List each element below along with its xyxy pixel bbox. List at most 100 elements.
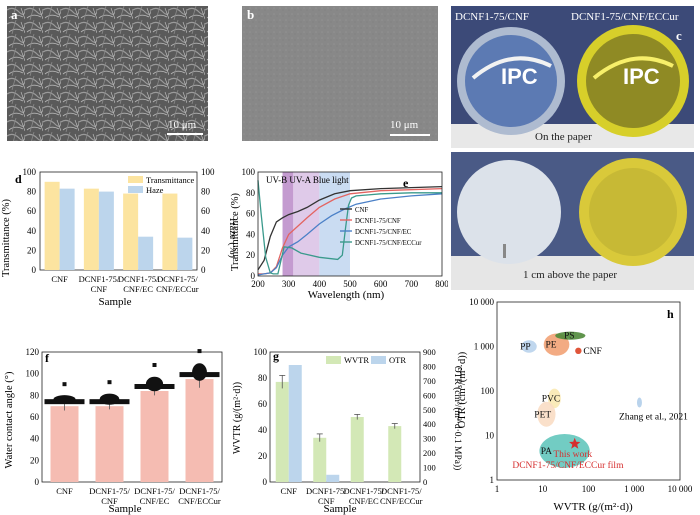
chart-e-band-uv-b: [282, 172, 294, 276]
logo-text-right: IPC: [623, 64, 660, 89]
chart-d-xtick-label: CNF: [51, 274, 68, 284]
chart-e-band-labels: UV-B UV-A Blue light: [266, 175, 349, 185]
caption-above-paper: 1 cm above the paper: [523, 269, 618, 281]
chart-g-ytick: 40: [258, 425, 268, 435]
chart-d-y2tick: 20: [201, 245, 211, 255]
chart-g-y2tick: 100: [423, 463, 436, 473]
chart-d-ytick: 100: [23, 167, 37, 177]
chart-d-bar-haze: [138, 236, 154, 270]
chart-h-xtick: 10 000: [668, 484, 693, 494]
panel-letter-b: b: [247, 7, 255, 22]
chart-d-bar-haze: [177, 237, 193, 270]
chart-g-y2tick: 800: [423, 361, 436, 371]
chart-g-bar-otr: [288, 365, 302, 482]
chart-f-bar: [185, 379, 214, 482]
chart-h-xtick: 1 000: [624, 484, 645, 494]
chart-g-plot-frame: [269, 351, 421, 483]
chart-h-film-label: DCNF1-75/CNF/ECCur film: [512, 460, 624, 471]
sem-image-b: b 10 μm: [242, 6, 438, 141]
chart-g-legend-otr: OTR: [389, 355, 406, 365]
chart-e-xtick: 200: [251, 279, 265, 289]
chart-e-legend-label: DCNF1-75/CNF/EC: [355, 229, 412, 236]
chart-d-xtick-label: DCNF1-75/: [79, 274, 120, 284]
logo-text-left: IPC: [501, 64, 538, 89]
chart-e-plot-frame: [257, 171, 443, 277]
chart-e-band-blue-light: [319, 172, 350, 276]
chart-d-xtick-label: CNF/ECCur: [156, 284, 199, 294]
chart-e-xlabel: Wavelength (nm): [308, 289, 385, 301]
chart-d-ytick: 40: [27, 226, 37, 236]
chart-f-needle: [152, 363, 157, 367]
sem-image-a: a 10 μm: [7, 6, 208, 141]
chart-e-xtick: 800: [435, 279, 448, 289]
chart-e-legend-label: DCNF1-75/CNF/ECCur: [355, 240, 422, 247]
chart-g-y2tick: 700: [423, 376, 436, 386]
chart-g-ylabel: WVTR (g/(m²·d)): [232, 382, 243, 454]
chart-h-ytick: 100: [481, 386, 495, 396]
panel-letter-g: g: [273, 349, 279, 363]
chart-e-line-series-0: [257, 185, 443, 271]
caption-on-paper: On the paper: [535, 131, 592, 143]
photo-panel-c: IPC IPC DCNF1-75/CNF DCNF1-75/CNF/ECCur …: [451, 6, 694, 290]
chart-h-region-pp: [521, 340, 537, 353]
chart-f-ytick: 100: [26, 369, 40, 379]
chart-e-ytick: 100: [242, 167, 256, 177]
chart-f-xtick-label: CNF: [56, 486, 73, 496]
chart-g-xtick-label: DCNF1-75/: [343, 486, 384, 496]
chart-f-ytick: 0: [35, 477, 40, 487]
chart-g-xtick-label: DCNF1-75/: [306, 486, 347, 496]
chart-e-ytick: 60: [246, 209, 256, 219]
chart-d-bar-haze: [98, 191, 114, 270]
chart-e-ytick: 80: [246, 188, 256, 198]
chart-g-xtick-label: CNF/EC: [349, 496, 379, 506]
scale-bar-label-b: 10 μm: [390, 119, 419, 131]
chart-e: 200 300 400 500 600 700 800 0 20 40 60 80 100 CNF DCNF…: [230, 167, 448, 301]
photo-top-art: [451, 6, 694, 148]
chart-e-ytick: 20: [246, 250, 256, 260]
chart-e-xtick: 300: [282, 279, 296, 289]
chart-e-line-series-3: [257, 180, 442, 275]
chart-h-point-this-work: [569, 437, 581, 449]
chart-h-region-label: PS: [564, 332, 575, 342]
photo-bottom-art: [451, 152, 694, 290]
chart-d-y2tick: 0: [201, 265, 206, 275]
chart-h-region-label: PET: [534, 410, 551, 420]
chart-e-xtick: 600: [374, 279, 388, 289]
chart-h-xlabel: WVTR (g/(m²·d)): [553, 501, 633, 513]
chart-h-ytick: 10: [485, 431, 495, 441]
chart-h-ylabel: OTR (cm³/(m²·d)): [457, 351, 468, 428]
chart-g-ytick: 60: [258, 399, 268, 409]
chart-d-y2tick: 40: [201, 226, 211, 236]
chart-d-xtick-label: DCNF1-75/: [157, 274, 198, 284]
chart-f-xlabel: Sample: [109, 503, 142, 515]
chart-e-ylabel: Transmittance (%): [230, 192, 241, 271]
chart-d-bar-haze: [59, 188, 75, 270]
chart-d-bar-transmittance: [83, 188, 99, 270]
chart-f-bar: [95, 406, 124, 482]
chart-h-region-ps: [555, 331, 586, 340]
panel-letter-f: f: [45, 351, 50, 365]
sem-texture-a: [7, 6, 208, 141]
chart-h-point-label: Zhang et al., 2021: [619, 413, 688, 423]
chart-e-xtick: 400: [313, 279, 327, 289]
chart-d-ytick: 20: [27, 245, 37, 255]
chart-f-droplet: [192, 363, 207, 381]
chart-h-region-label: PP: [520, 343, 531, 353]
chart-g-bar-wvtr: [388, 426, 402, 482]
chart-g-bar-wvtr: [275, 381, 289, 482]
chart-g-xtick-label: CNF/ECCur: [380, 496, 423, 506]
chart-d-ytick: 80: [27, 187, 37, 197]
chart-f-droplet: [53, 395, 76, 404]
chart-d-bar-transmittance: [123, 193, 139, 270]
chart-d-bar-transmittance: [44, 181, 60, 270]
chart-g-xtick-label: CNF: [318, 496, 335, 506]
chart-e-band-uv-a: [293, 172, 320, 276]
chart-f-needle: [197, 349, 202, 354]
chart-h-point-label: CNF: [583, 347, 601, 357]
chart-e-line-series-2: [257, 193, 443, 276]
chart-e-legend-label: DCNF1-75/CNF: [355, 218, 401, 225]
chart-g-y2tick: 400: [423, 419, 436, 429]
chart-h-region-label: PA: [541, 447, 552, 457]
chart-f-ytick: 20: [30, 455, 40, 465]
